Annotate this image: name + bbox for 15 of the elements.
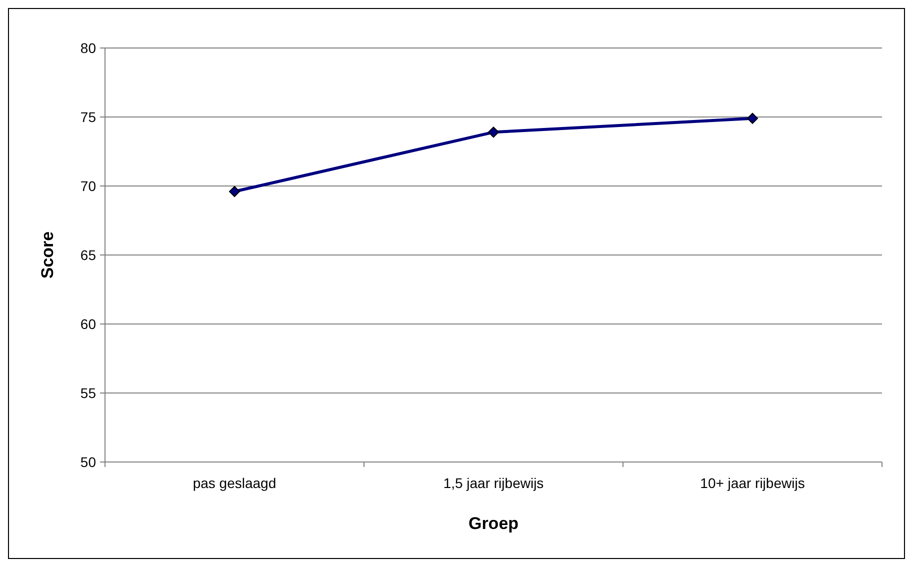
y-tick-label: 60 [80,316,96,332]
point [229,186,240,198]
point [747,112,758,124]
y-tick-label: 75 [80,108,96,125]
x-tick-label: 10+ jaar rijbewijs [700,475,805,491]
x-tick-label: 1,5 jaar rijbewijs [443,475,544,491]
y-tick-label: 55 [80,384,96,401]
point [488,126,499,138]
y-tick-label: 80 [80,40,96,56]
y-axis-title: Score [38,231,57,279]
x-axis-title: Groep [468,514,519,533]
y-tick-label: 65 [80,246,96,263]
y-tick-label: 50 [80,454,96,470]
x-tick-label: pas geslaagd [192,475,276,491]
y-tick-label: 70 [80,178,96,194]
